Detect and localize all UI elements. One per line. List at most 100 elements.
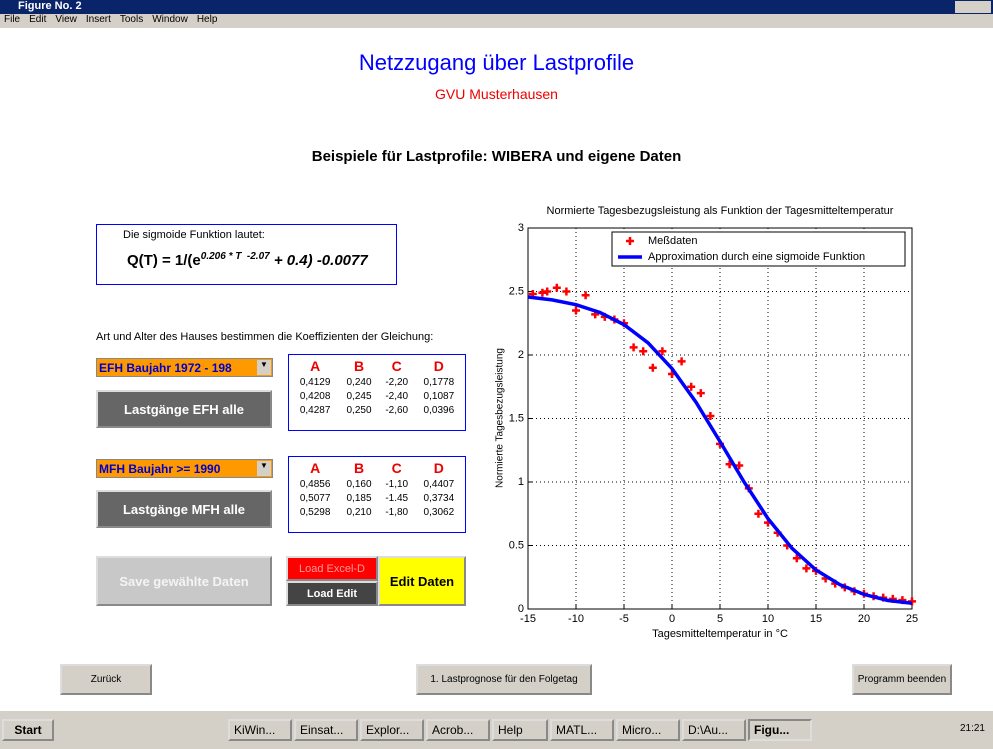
formula-base: Q(T) = 1/(e	[127, 252, 201, 269]
table-cell: 0,250	[346, 404, 372, 416]
taskbar-item[interactable]: Acrob...	[426, 719, 490, 741]
header-cell: D	[433, 358, 444, 374]
x-tick-label: 10	[762, 613, 774, 625]
data-point	[658, 347, 667, 356]
y-tick-label: 3	[518, 222, 524, 234]
header-cell: A	[310, 358, 321, 374]
y-tick-label: 1.5	[509, 412, 524, 424]
taskbar: Start 21:21 KiWin... Einsat... Explor... Ac…	[0, 709, 993, 749]
window-title: Figure No. 2	[18, 0, 82, 12]
taskbar-item[interactable]: Einsat...	[294, 719, 358, 741]
title-bar: Figure No. 2	[0, 0, 993, 14]
table-cell: 0,4287	[299, 404, 331, 416]
header-cell: B	[353, 358, 365, 374]
table-row: 0,5298 0,210 -1,80 0,3062	[291, 505, 463, 519]
taskbar-item[interactable]: Explor...	[360, 719, 424, 741]
table-cell: 0,3734	[423, 492, 455, 504]
table-cell: 0,245	[346, 390, 372, 402]
table-cell: 0,5298	[299, 506, 331, 518]
table-row: 0,4287 0,250 -2,60 0,0396	[291, 403, 463, 417]
table-row: 0,4856 0,160 -1,10 0,4407	[291, 477, 463, 491]
y-tick-label: 2.5	[509, 285, 524, 297]
popup-text: EFH Baujahr 1972 - 198	[99, 361, 232, 375]
popup-arrow[interactable]: ▼	[257, 360, 271, 375]
header-cell: C	[391, 460, 402, 476]
efh-button[interactable]: Lastgänge EFH alle	[96, 390, 272, 428]
menu-item[interactable]: Help	[196, 14, 218, 25]
mfh-table: A B C D 0,4856 0,160 -1,10 0,4407 0,5077 0,185 -1.…	[288, 456, 466, 533]
menu-item[interactable]: View	[55, 14, 77, 25]
table-cell: -1,10	[385, 478, 409, 490]
chart: Normierte Tagesbezugsleistung als Funkti…	[495, 205, 918, 640]
mfh-popup[interactable]: MFH Baujahr >= 1990 ▼	[96, 459, 273, 478]
taskbar-item[interactable]: Figu...	[748, 719, 812, 741]
x-tick-label: -10	[568, 613, 584, 625]
taskbar-item[interactable]: MATL...	[550, 719, 614, 741]
table-cell: 0,4407	[423, 478, 455, 490]
legend-label: Approximation durch eine sigmoide Funkti…	[648, 251, 865, 263]
menu-item[interactable]: Insert	[85, 14, 111, 25]
data-point	[639, 347, 648, 356]
x-axis-label: Tagesmitteltemperatur in °C	[652, 628, 788, 640]
menu-item[interactable]: Window	[152, 14, 188, 25]
back-button[interactable]: Zurück	[60, 664, 152, 695]
menu-item[interactable]: Tools	[119, 14, 144, 25]
menu-item[interactable]: Edit	[29, 14, 47, 25]
table-row: 0,5077 0,185 -1.45 0,3734	[291, 491, 463, 505]
data-point	[696, 389, 705, 398]
table-cell: 0,4856	[299, 478, 331, 490]
taskbar-item[interactable]: KiWin...	[228, 719, 292, 741]
table-cell: -2,60	[385, 404, 409, 416]
formula-rest: + 0.4) -0.0077	[269, 252, 368, 269]
data-point	[706, 411, 715, 420]
edit-button[interactable]: Edit Daten	[378, 556, 466, 606]
main-title: Netzzugang über Lastprofile	[358, 50, 635, 75]
table-cell: 0,4129	[299, 376, 331, 388]
table-cell: 0,210	[346, 506, 372, 518]
data-point	[802, 564, 811, 573]
forecast-button[interactable]: 1. Lastprognose für den Folgetag	[416, 664, 592, 695]
popup-arrow[interactable]: ▼	[257, 461, 271, 476]
data-point	[552, 283, 561, 292]
menu-item[interactable]: File	[4, 14, 21, 25]
data-point	[792, 554, 801, 563]
taskbar-item[interactable]: Help	[492, 719, 548, 741]
taskbar-item[interactable]: D:\Au...	[682, 719, 746, 741]
header-cell: D	[433, 460, 444, 476]
data-point	[543, 287, 552, 296]
x-tick-label: 0	[669, 613, 675, 625]
y-tick-label: 0	[518, 603, 524, 615]
save-button[interactable]: Save gewählte Daten	[96, 556, 272, 606]
data-point	[572, 306, 580, 315]
menu-bar: File Edit View Insert Tools Window Help	[0, 14, 993, 28]
mfh-button[interactable]: Lastgänge MFH alle	[96, 490, 272, 528]
chart-title: Normierte Tagesbezugsleistung als Funkti…	[547, 205, 894, 217]
clock: 21:21	[959, 723, 985, 734]
x-tick-label: 5	[717, 613, 723, 625]
data-point	[648, 363, 657, 372]
table-cell: -2,40	[385, 390, 409, 402]
table-cell: 0,4208	[299, 390, 331, 402]
data-point	[677, 357, 686, 366]
table-cell: -1,80	[385, 506, 409, 518]
efh-table: A B C D 0,4129 0,240 -2,20 0,1778 0,4208 0,245 -2,…	[288, 354, 466, 431]
data-point	[754, 509, 763, 518]
data-line	[527, 295, 913, 606]
table-cell: 0,3062	[423, 506, 455, 518]
data-point	[629, 343, 638, 352]
window-controls[interactable]	[955, 1, 991, 13]
efh-popup[interactable]: EFH Baujahr 1972 - 198 ▼	[96, 358, 273, 377]
x-tick-label: -15	[520, 613, 536, 625]
taskbar-item[interactable]: Micro...	[616, 719, 680, 741]
load-excel-button[interactable]: Load Excel-D	[286, 556, 378, 581]
table-cell: 0,160	[346, 478, 372, 490]
table-cell: 0,1087	[423, 390, 455, 402]
load-edit-button[interactable]: Load Edit	[286, 581, 378, 606]
table-row: 0,4129 0,240 -2,20 0,1778	[291, 375, 463, 389]
header-cell: A	[310, 460, 321, 476]
data-point	[735, 461, 744, 470]
start-button[interactable]: Start	[2, 719, 54, 741]
quit-button[interactable]: Programm beenden	[852, 664, 952, 695]
legend-marker	[626, 237, 634, 245]
